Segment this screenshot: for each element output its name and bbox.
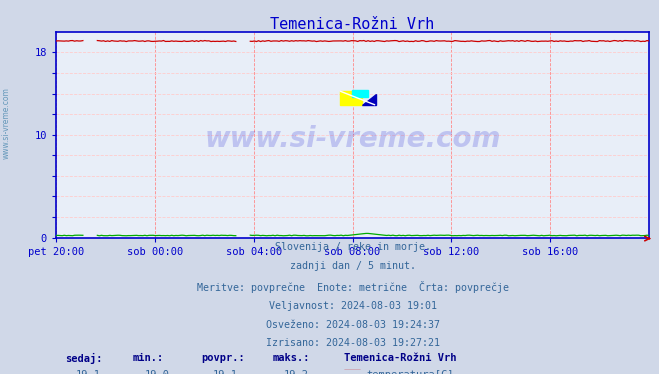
Text: Temenica-Rožni Vrh: Temenica-Rožni Vrh — [270, 17, 435, 32]
Text: Veljavnost: 2024-08-03 19:01: Veljavnost: 2024-08-03 19:01 — [269, 301, 436, 311]
Text: 19,1: 19,1 — [213, 370, 237, 374]
Text: sedaj:: sedaj: — [65, 353, 102, 364]
Text: 19,2: 19,2 — [284, 370, 308, 374]
Text: temperatura[C]: temperatura[C] — [366, 370, 453, 374]
Text: 19,1: 19,1 — [76, 370, 101, 374]
Text: www.si-vreme.com: www.si-vreme.com — [2, 88, 11, 159]
Polygon shape — [362, 94, 376, 105]
Text: povpr.:: povpr.: — [202, 353, 245, 363]
Text: 19,0: 19,0 — [144, 370, 169, 374]
Bar — [352, 90, 368, 97]
Text: www.si-vreme.com: www.si-vreme.com — [204, 125, 501, 153]
FancyBboxPatch shape — [344, 370, 360, 374]
Text: zadnji dan / 5 minut.: zadnji dan / 5 minut. — [289, 261, 416, 272]
Text: Osveženo: 2024-08-03 19:24:37: Osveženo: 2024-08-03 19:24:37 — [266, 320, 440, 330]
Text: Izrisano: 2024-08-03 19:27:21: Izrisano: 2024-08-03 19:27:21 — [266, 338, 440, 349]
Text: Meritve: povprečne  Enote: metrične  Črta: povprečje: Meritve: povprečne Enote: metrične Črta:… — [196, 281, 509, 293]
Bar — [339, 91, 362, 105]
Text: min.:: min.: — [133, 353, 164, 363]
Text: Temenica-Rožni Vrh: Temenica-Rožni Vrh — [344, 353, 456, 363]
Text: maks.:: maks.: — [273, 353, 310, 363]
Text: Slovenija / reke in morje.: Slovenija / reke in morje. — [275, 242, 430, 251]
